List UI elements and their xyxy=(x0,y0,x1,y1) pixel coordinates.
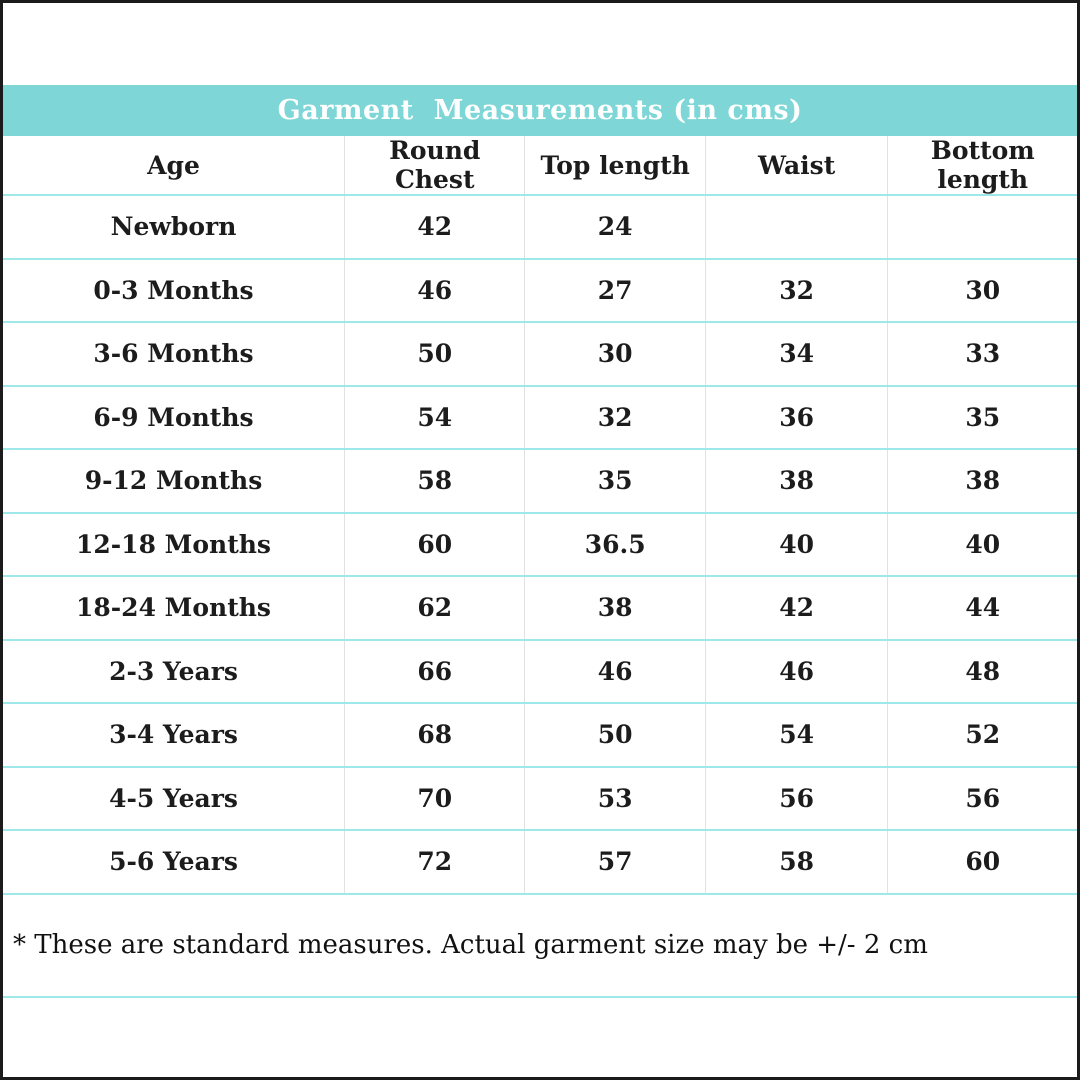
header-row: Age Round Chest Top length Waist Bottom … xyxy=(3,136,1077,195)
measurement-cell: 62 xyxy=(344,575,525,640)
measurement-cell: 72 xyxy=(344,829,525,895)
measurement-cell: 34 xyxy=(704,321,888,386)
measurement-cell: 58 xyxy=(704,829,888,895)
measurement-cell: 35 xyxy=(524,448,706,513)
measurement-cell: 48 xyxy=(887,638,1077,703)
age-cell: 0-3 Months xyxy=(3,257,345,322)
age-cell: 5-6 Years xyxy=(3,829,345,895)
footnote-row: * These are standard measures. Actual ga… xyxy=(3,895,1077,998)
footnote: * These are standard measures. Actual ga… xyxy=(13,930,928,960)
measurement-cell: 38 xyxy=(887,448,1077,513)
column-header-waist: Waist xyxy=(704,136,888,195)
bottom-spacer xyxy=(3,998,1077,1078)
measurement-cell: 66 xyxy=(344,638,525,703)
measurement-cell xyxy=(704,194,888,259)
measurement-cell: 38 xyxy=(704,448,888,513)
table-row: 12-18 Months 60 36.5 40 40 xyxy=(3,511,1077,576)
table-row: 3-4 Years 68 50 54 52 xyxy=(3,702,1077,767)
age-cell: 6-9 Months xyxy=(3,384,345,449)
measurement-cell: 24 xyxy=(524,194,706,259)
measurement-cell: 53 xyxy=(524,765,706,830)
measurement-cell: 30 xyxy=(524,321,706,386)
age-cell: 2-3 Years xyxy=(3,638,345,703)
table-row: 18-24 Months 62 38 42 44 xyxy=(3,575,1077,640)
measurement-cell: 57 xyxy=(524,829,706,895)
measurement-cell: 46 xyxy=(524,638,706,703)
top-spacer xyxy=(3,3,1077,85)
measurement-cell: 30 xyxy=(887,257,1077,322)
measurement-cell: 33 xyxy=(887,321,1077,386)
measurement-cell: 40 xyxy=(704,511,888,576)
measurement-cell: 60 xyxy=(887,829,1077,895)
measurement-cell: 54 xyxy=(704,702,888,767)
measurement-cell: 32 xyxy=(704,257,888,322)
column-header-round-chest: Round Chest xyxy=(344,136,525,195)
table-row: Newborn 42 24 xyxy=(3,194,1077,259)
age-cell: 12-18 Months xyxy=(3,511,345,576)
measurement-cell: 38 xyxy=(524,575,706,640)
table-header: Age Round Chest Top length Waist Bottom … xyxy=(3,136,1077,195)
table-row: 5-6 Years 72 57 58 60 xyxy=(3,829,1077,895)
table-row: 2-3 Years 66 46 46 48 xyxy=(3,638,1077,703)
measurement-cell: 54 xyxy=(344,384,525,449)
table-title-bar: Garment Measurements (in cms) xyxy=(3,85,1077,136)
age-cell: 4-5 Years xyxy=(3,765,345,830)
measurement-cell: 32 xyxy=(524,384,706,449)
table-title: Garment Measurements (in cms) xyxy=(277,95,803,126)
age-cell: 3-6 Months xyxy=(3,321,345,386)
measurement-cell: 52 xyxy=(887,702,1077,767)
measurement-cell: 50 xyxy=(524,702,706,767)
measurement-cell: 40 xyxy=(887,511,1077,576)
measurement-cell: 56 xyxy=(887,765,1077,830)
column-header-bottom-length: Bottom length xyxy=(887,136,1077,195)
measurement-cell: 27 xyxy=(524,257,706,322)
age-cell: 3-4 Years xyxy=(3,702,345,767)
table-row: 9-12 Months 58 35 38 38 xyxy=(3,448,1077,513)
measurement-cell: 42 xyxy=(704,575,888,640)
age-cell: 9-12 Months xyxy=(3,448,345,513)
measurement-cell: 50 xyxy=(344,321,525,386)
table-body: Newborn 42 24 0-3 Months 46 27 32 30 3-6 Months 5… xyxy=(3,194,1077,895)
measurement-cell: 58 xyxy=(344,448,525,513)
measurement-cell: 60 xyxy=(344,511,525,576)
measurement-cell: 46 xyxy=(704,638,888,703)
measurement-cell: 36 xyxy=(704,384,888,449)
measurement-cell: 36.5 xyxy=(524,511,706,576)
table-row: 4-5 Years 70 53 56 56 xyxy=(3,765,1077,830)
column-header-age: Age xyxy=(147,150,200,180)
measurement-cell: 68 xyxy=(344,702,525,767)
measurement-cell: 46 xyxy=(344,257,525,322)
table-row: 3-6 Months 50 30 34 33 xyxy=(3,321,1077,386)
table-row: 6-9 Months 54 32 36 35 xyxy=(3,384,1077,449)
measurement-cell xyxy=(887,194,1077,259)
measurements-table: Age Round Chest Top length Waist Bottom … xyxy=(3,136,1077,895)
column-header-top-length: Top length xyxy=(524,136,706,195)
measurement-cell: 35 xyxy=(887,384,1077,449)
measurement-cell: 56 xyxy=(704,765,888,830)
measurement-cell: 44 xyxy=(887,575,1077,640)
measurement-cell: 42 xyxy=(344,194,525,259)
age-cell: 18-24 Months xyxy=(3,575,345,640)
measurement-cell: 70 xyxy=(344,765,525,830)
table-row: 0-3 Months 46 27 32 30 xyxy=(3,257,1077,322)
age-cell: Newborn xyxy=(3,194,345,259)
